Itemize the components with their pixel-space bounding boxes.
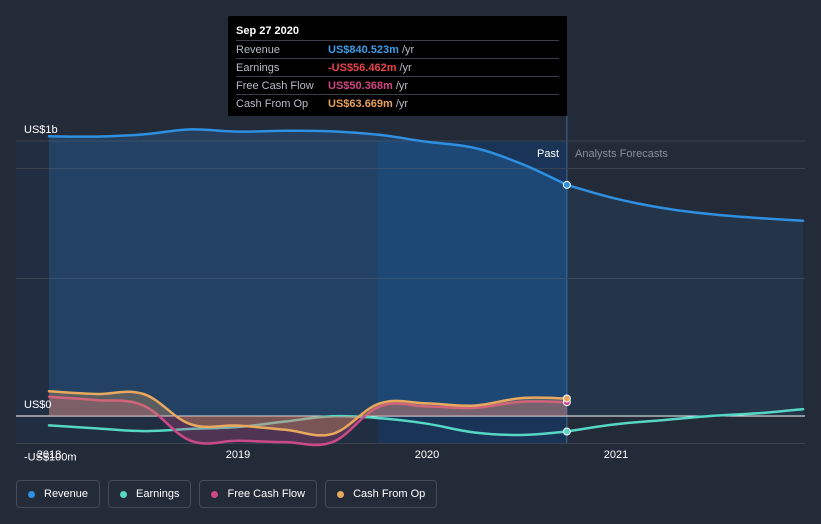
x-tick-label: 2020: [415, 449, 439, 461]
y-tick-label: US$0: [24, 399, 52, 411]
tooltip-row-revenue: Revenue US$840.523m /yr: [236, 40, 559, 58]
tooltip-date: Sep 27 2020: [236, 25, 299, 37]
legend-item-earnings[interactable]: Earnings: [108, 480, 192, 508]
tooltip-row-cash-from-op: Cash From Op US$63.669m /yr: [236, 94, 559, 112]
forecast-line-earnings: [565, 407, 805, 433]
y-tick-label: -US$100m: [24, 452, 77, 464]
chart-legend: Revenue Earnings Free Cash Flow Cash Fro…: [16, 480, 438, 508]
past-region-label: Past: [537, 148, 559, 160]
legend-dot-icon: [120, 490, 128, 498]
tooltip-row-earnings: Earnings -US$56.462m /yr: [236, 58, 559, 76]
forecast-line-revenue: [565, 183, 805, 222]
legend-label: Revenue: [44, 488, 89, 500]
tooltip-label: Earnings: [236, 61, 280, 74]
x-tick-label: 2021: [604, 449, 628, 461]
series-line-free-cash-flow: [47, 395, 569, 447]
x-tick-label: 2019: [226, 449, 250, 461]
series-line-earnings: [47, 414, 569, 437]
legend-dot-icon: [28, 490, 35, 498]
tooltip-label: Revenue: [236, 43, 281, 56]
x-tick-label: 2018: [37, 449, 61, 461]
legend-dot-icon: [337, 490, 345, 498]
highlight-region-shade: [377, 141, 567, 444]
chart-series: [47, 128, 805, 447]
tooltip-value: US$50.368m: [328, 79, 393, 92]
forecast-region-label: Analysts Forecasts: [575, 148, 668, 160]
tooltip-row-free-cash-flow: Free Cash Flow US$50.368m /yr: [236, 76, 559, 94]
tooltip-unit: /yr: [395, 97, 409, 110]
tooltip-value: -US$56.462m: [328, 61, 397, 74]
legend-label: Cash From Op: [353, 488, 426, 500]
tooltip-unit: /yr: [399, 61, 412, 74]
y-tick-label: US$1b: [24, 124, 58, 136]
series-line-revenue: [47, 128, 569, 187]
legend-item-cash-from-op[interactable]: Cash From Op: [325, 480, 438, 508]
legend-label: Free Cash Flow: [227, 488, 306, 500]
marker-revenue: [562, 180, 571, 189]
tooltip-label: Free Cash Flow: [236, 79, 314, 92]
tooltip-value: US$840.523m: [328, 43, 399, 56]
tooltip-unit: /yr: [395, 79, 409, 92]
tooltip-unit: /yr: [401, 43, 415, 56]
tooltip-value: US$63.669m: [328, 97, 393, 110]
marker-earnings: [562, 427, 571, 436]
chart-gridlines: [16, 140, 805, 444]
legend-label: Earnings: [136, 488, 180, 500]
forecast-area-revenue: [566, 184, 804, 416]
marker-cash-from-op: [562, 394, 571, 403]
series-area-cash-from-op: [49, 391, 567, 436]
series-area-revenue: [49, 129, 567, 417]
legend-item-revenue[interactable]: Revenue: [16, 480, 101, 508]
legend-item-free-cash-flow[interactable]: Free Cash Flow: [199, 480, 318, 508]
chart-tooltip: Sep 27 2020 Revenue US$840.523m /yr Earn…: [228, 16, 567, 116]
legend-dot-icon: [211, 490, 219, 498]
tooltip-label: Cash From Op: [236, 97, 309, 110]
series-line-cash-from-op: [47, 390, 569, 437]
